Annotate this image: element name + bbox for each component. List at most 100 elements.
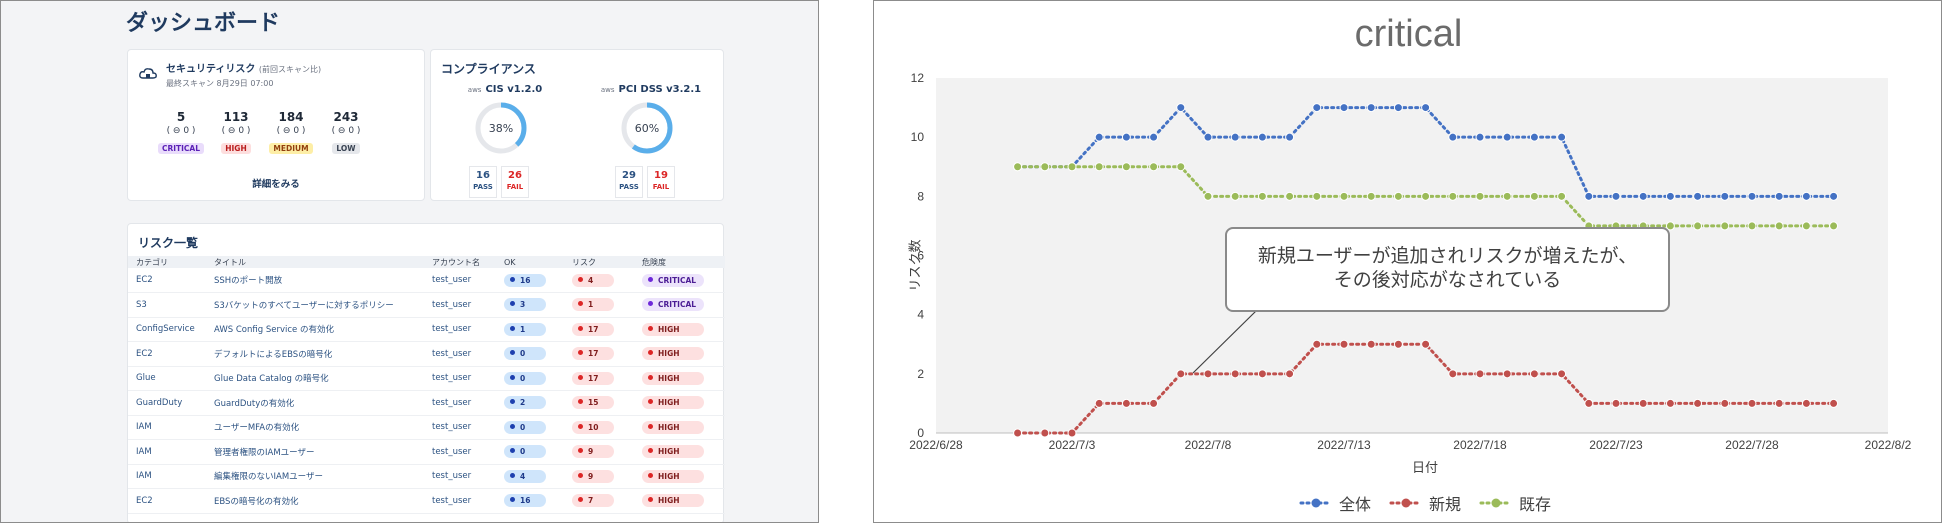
cell-severity: HIGH	[634, 390, 725, 416]
ok-value: 1	[520, 324, 526, 334]
risk-dot-icon	[578, 350, 583, 356]
framework-1[interactable]: aws PCI DSS v3.2.1 60% 29 PASS 19 FAIL	[581, 84, 721, 198]
severity-critical: 5 ( ⊖ 0 ) CRITICAL	[153, 110, 209, 155]
table-row[interactable]: Glue Glue Data Catalog の暗号化 test_user 0 17 HI…	[128, 366, 725, 391]
risk-value: 17	[588, 373, 599, 383]
column-header[interactable]: OK	[496, 256, 564, 268]
pass-count: 16 PASS	[469, 166, 497, 198]
data-point	[1121, 162, 1131, 172]
risk-pill: 7	[572, 494, 614, 508]
cell-ok: 16	[496, 488, 564, 514]
column-header[interactable]: アカウント名	[424, 256, 496, 268]
framework-name: aws CIS v1.2.0	[435, 84, 575, 95]
data-point	[1774, 191, 1784, 201]
y-axis-label: リスク数	[908, 239, 924, 292]
cell-ok: 4	[496, 464, 564, 489]
donut-fill	[475, 102, 527, 154]
table-row[interactable]: ConfigService AWS Config Service の有効化 test…	[128, 317, 725, 342]
data-point	[1747, 221, 1757, 231]
data-point	[1747, 191, 1757, 201]
cell-title: SSHのポート開放	[206, 268, 424, 293]
y-tick-label: 8	[917, 189, 924, 203]
table-row[interactable]: IAM 管理者権限のIAMユーザー test_user 0 9 HIGH	[128, 439, 725, 465]
details-link[interactable]: 詳細をみる	[252, 179, 300, 190]
risk-list-title: リスク一覧	[138, 236, 199, 250]
table-row[interactable]: EC2 SSHのポート開放 test_user 16 4 CRITICAL	[128, 268, 725, 293]
table-row[interactable]: S3 S3バケットのすべてユーザーに対するポリシー test_user 3 1 CRITI…	[128, 292, 725, 318]
data-point	[1393, 191, 1403, 201]
compliance-donut: 38%	[475, 102, 527, 154]
severity-badge: LOW	[332, 143, 360, 154]
data-point	[1094, 398, 1104, 408]
data-point	[1149, 132, 1159, 142]
severity-pill: HIGH	[642, 445, 704, 459]
legend-dot	[1311, 498, 1321, 508]
data-point	[1693, 191, 1703, 201]
severity-pill: HIGH	[642, 494, 704, 508]
y-tick-label: 6	[917, 249, 924, 263]
cell-account: test_user	[424, 292, 496, 318]
column-header[interactable]: タイトル	[206, 256, 424, 268]
cell-risk: 17	[564, 341, 634, 367]
severity-dot-icon	[648, 399, 653, 405]
chart-legend: 全体 新規 既存	[1299, 491, 1551, 515]
x-tick-label: 2022/7/13	[1317, 438, 1371, 452]
data-point	[1176, 103, 1186, 113]
cell-severity: HIGH	[634, 366, 725, 391]
dashboard-panel: ダッシュボード セキュリティリスク (前回スキャン比) 最終スキャン 8月29日…	[0, 0, 819, 523]
severity-count: 184	[278, 110, 304, 124]
data-point	[1176, 162, 1186, 172]
x-tick-label: 2022/8/2	[1865, 438, 1912, 452]
data-point	[1257, 369, 1267, 379]
column-header[interactable]: リスク	[564, 256, 634, 268]
column-header[interactable]: 危険度	[634, 256, 725, 268]
risk-pill: 4	[572, 273, 614, 287]
table-row[interactable]: GuardDuty GuardDutyの有効化 test_user 2 15 HIGH	[128, 390, 725, 416]
ok-pill: 0	[504, 347, 546, 361]
annotation-pointer	[1192, 310, 1257, 374]
framework-name-text: PCI DSS v3.2.1	[618, 84, 702, 95]
table-row[interactable]: IAM 編集権限のないIAMユーザー test_user 4 9 HIGH	[128, 464, 725, 489]
table-row[interactable]: EC2 デフォルトによるEBSの暗号化 test_user 0 17 HIGH	[128, 341, 725, 367]
ok-pill: 16	[504, 273, 546, 287]
risk-pill: 9	[572, 469, 614, 483]
data-point	[1829, 398, 1839, 408]
severity-badge: CRITICAL	[157, 143, 205, 154]
column-header[interactable]: カテゴリ	[128, 256, 206, 268]
cell-ok: 16	[496, 268, 564, 293]
data-point	[1203, 132, 1213, 142]
cell-title: GuardDutyの有効化	[206, 390, 424, 416]
cell-risk: 9	[564, 439, 634, 465]
table-row[interactable]: EC2 EBSの暗号化の有効化 test_user 16 7 HIGH	[128, 488, 725, 514]
x-tick-label: 2022/7/28	[1725, 438, 1779, 452]
ok-dot-icon	[510, 448, 515, 454]
severity-high: 113 ( ⊖ 0 ) HIGH	[208, 110, 264, 155]
cell-title: Glue Data Catalog の暗号化	[206, 366, 424, 391]
cell-severity: CRITICAL	[634, 292, 725, 318]
severity-delta: ( ⊖ 0 )	[166, 126, 196, 136]
severity-pill: HIGH	[642, 396, 704, 410]
table-row[interactable]: IAM ユーザーMFAの有効化 test_user 0 10 HIGH	[128, 415, 725, 440]
cell-account: test_user	[424, 464, 496, 489]
severity-dot-icon	[648, 448, 653, 454]
risk-value: 15	[588, 398, 599, 408]
ok-value: 2	[520, 398, 526, 408]
data-point	[1448, 132, 1458, 142]
risk-value: 17	[588, 349, 599, 359]
severity-low: 243 ( ⊖ 0 ) LOW	[318, 110, 374, 155]
data-point	[1801, 221, 1811, 231]
framework-0[interactable]: aws CIS v1.2.0 38% 16 PASS 26 FAIL	[435, 84, 575, 198]
security-risk-title: セキュリティリスク (前回スキャン比)	[166, 60, 321, 75]
legend-dot	[1401, 498, 1411, 508]
risk-dot-icon	[578, 276, 583, 282]
ok-pill: 4	[504, 469, 546, 483]
severity-pill: CRITICAL	[642, 298, 705, 312]
ok-dot-icon	[510, 325, 515, 331]
data-point	[1829, 191, 1839, 201]
data-point	[1475, 132, 1485, 142]
data-point	[1638, 191, 1648, 201]
ok-value: 0	[520, 373, 526, 383]
cell-category: EC2	[128, 268, 206, 293]
annotation-line-2: その後対応がなされている	[1333, 269, 1562, 291]
data-point	[1013, 428, 1023, 438]
